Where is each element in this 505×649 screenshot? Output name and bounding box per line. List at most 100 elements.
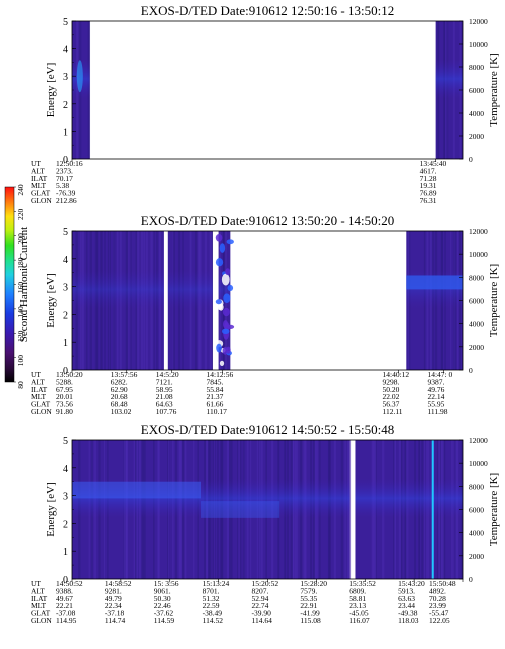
ephemeris-row-label: GLON: [31, 616, 52, 625]
y-tick-label: 1: [63, 127, 68, 138]
spike-line: [431, 440, 434, 579]
noise-blob: [219, 360, 225, 366]
noise-blob: [226, 346, 231, 354]
ephemeris-value: 22.46: [154, 601, 171, 610]
ephemeris-row-label: ILAT: [31, 594, 48, 603]
ephemeris-value: 14:50:52: [56, 579, 83, 588]
colorbar-label: Second Harmonic Current: [18, 227, 30, 342]
noise-blob: [219, 243, 226, 253]
ephemeris-value: 4617.: [420, 166, 437, 175]
ephemeris-value: 13:50:20: [56, 370, 83, 379]
ephemeris-value: 22.02: [382, 392, 399, 401]
y2-axis-label: Temperature [K]: [488, 473, 500, 546]
ephemeris-row-label: GLAT: [31, 609, 51, 618]
ephemeris-value: 114.52: [203, 616, 224, 625]
ephemeris-value: 9387.: [427, 377, 444, 386]
feature-patch: [76, 60, 83, 93]
energy-band: [435, 59, 463, 99]
ephemeris-value: 8701.: [203, 586, 220, 595]
y-tick-label: 2: [63, 310, 68, 321]
y-axis-label: Energy [eV]: [45, 273, 57, 327]
y2-tick-label: 0: [469, 155, 473, 164]
ephemeris-value: 55.84: [207, 385, 224, 394]
y2-axis-label: Temperature [K]: [488, 53, 500, 126]
noise-blob: [216, 343, 222, 353]
y2-tick-label: 8000: [469, 482, 484, 491]
ephemeris-value: 118.03: [398, 616, 419, 625]
ephemeris-value: 9061.: [154, 586, 171, 595]
ephemeris-row-label: ALT: [31, 377, 45, 386]
ephemeris-value: 14:58:52: [105, 579, 132, 588]
ephemeris-row-label: GLON: [31, 407, 52, 416]
spectrogram-data: [72, 231, 463, 370]
colorbar-tick-label: 200: [16, 233, 25, 245]
energy-band: [355, 478, 463, 518]
colorbar-tick-label: 160: [16, 282, 25, 294]
y-tick-label: 0: [63, 155, 68, 166]
ephemeris-value: 20.01: [56, 392, 73, 401]
energy-band: [201, 501, 280, 518]
noise-blob: [223, 293, 231, 304]
ephemeris-value: 22.14: [427, 392, 444, 401]
ephemeris-value: 2373.: [56, 166, 73, 175]
ephemeris-value: 91.80: [56, 407, 73, 416]
ephemeris-value: -76.39: [56, 189, 76, 198]
ephemeris-value: 21.08: [156, 392, 173, 401]
y2-axis-label: Temperature [K]: [488, 264, 500, 337]
noise-blob: [221, 328, 230, 335]
ephemeris-value: 14:47: 0: [427, 370, 452, 379]
y2-tick-label: 2000: [469, 132, 484, 141]
ephemeris-row-label: ALT: [31, 166, 45, 175]
ephemeris-value: 62.90: [111, 385, 128, 394]
ephemeris-value: 15:35:52: [349, 579, 376, 588]
ephemeris-row-label: ILAT: [31, 385, 48, 394]
ephemeris-value: -38.49: [203, 609, 223, 618]
colorbar-tick-label: 80: [16, 381, 25, 389]
ephemeris-value: 110.17: [207, 407, 228, 416]
ephemeris-value: 63.63: [398, 594, 415, 603]
plot-frame: [71, 20, 464, 160]
ephemeris-value: -37.08: [56, 609, 76, 618]
ephemeris-value: -41.99: [300, 609, 320, 618]
energy-band: [406, 275, 463, 290]
ephemeris-value: 56.37: [382, 400, 399, 409]
ephemeris-value: 12:50:16: [56, 159, 83, 168]
ephemeris-value: 50.30: [154, 594, 171, 603]
ephemeris-value: -55.47: [429, 609, 449, 618]
ephemeris-value: 122.05: [429, 616, 450, 625]
ephemeris-value: 23.13: [349, 601, 366, 610]
ephemeris-value: 5288.: [56, 377, 73, 386]
ephemeris-value: 58.95: [156, 385, 173, 394]
y2-tick-label: 4000: [469, 109, 484, 118]
ephemeris-value: 22.74: [252, 601, 269, 610]
ephemeris-value: 114.95: [56, 616, 77, 625]
y-tick-label: 4: [63, 464, 68, 475]
energy-band: [72, 269, 164, 309]
noise-blob: [221, 273, 230, 286]
y-tick-label: 3: [63, 492, 68, 503]
colorbar: 80 100 120 140 160 180 200 220 240 Second Harmoni…: [4, 184, 30, 389]
ephemeris-value: 13:45:40: [420, 159, 447, 168]
ephemeris-value: 9281.: [105, 586, 122, 595]
y-tick-label: 1: [63, 547, 68, 558]
ephemeris-value: 7121.: [156, 377, 173, 386]
panel-3: EXOS-D/TED Date:910612 14:50:52 - 15:50:…: [31, 422, 500, 625]
colorbar-tick-label: 100: [16, 355, 25, 367]
noise-blob: [222, 307, 230, 317]
ephemeris-value: 15:28:20: [300, 579, 327, 588]
energy-band: [72, 481, 202, 499]
y2-tick-label: 12000: [469, 436, 488, 445]
ephemeris-value: -49.38: [398, 609, 418, 618]
ephemeris-value: 8207.: [252, 586, 269, 595]
noise-blob: [218, 303, 224, 311]
ephemeris-value: 23.99: [429, 601, 446, 610]
ephemeris-value: 6809.: [349, 586, 366, 595]
ephemeris-value: 15:13:24: [203, 579, 230, 588]
y-tick-label: 3: [63, 283, 68, 294]
ephemeris-row-label: GLAT: [31, 189, 51, 198]
y-tick-label: 2: [63, 519, 68, 530]
colorbar-tick-label: 120: [16, 330, 25, 342]
y2-tick-label: 4000: [469, 529, 484, 538]
ephemeris-value: 67.95: [56, 385, 73, 394]
